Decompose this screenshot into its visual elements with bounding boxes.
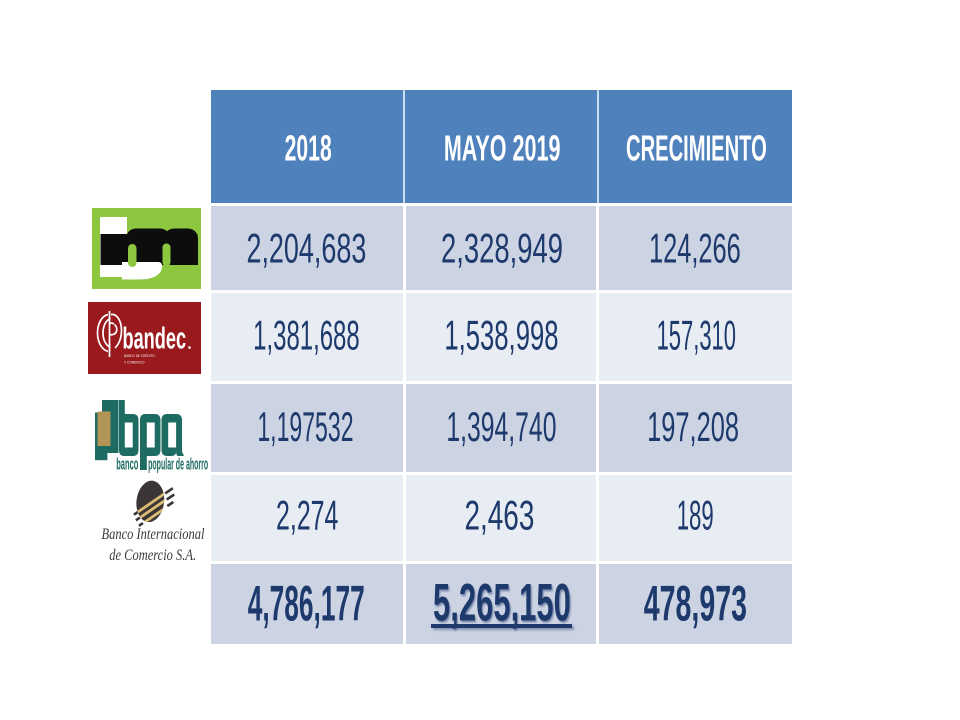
svg-text:BANCO DE CRÉDITO.: BANCO DE CRÉDITO. xyxy=(124,353,156,358)
svg-text:bandec: bandec xyxy=(123,322,187,356)
svg-text:banco: banco xyxy=(116,454,138,473)
svg-text:Y COMERCIO: Y COMERCIO xyxy=(124,360,145,365)
svg-text:popular de ahorro: popular de ahorro xyxy=(148,455,208,473)
